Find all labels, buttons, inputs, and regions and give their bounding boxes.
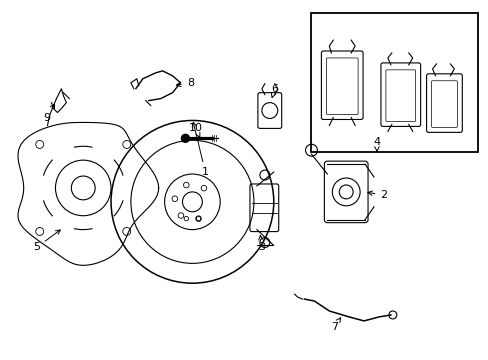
Text: 7: 7: [330, 318, 340, 332]
Text: 1: 1: [192, 122, 208, 177]
Circle shape: [181, 134, 189, 142]
Text: 9: 9: [43, 104, 55, 123]
Text: 4: 4: [373, 137, 380, 151]
Text: 5: 5: [33, 230, 60, 252]
Text: 6: 6: [271, 84, 278, 98]
Text: 10: 10: [188, 123, 202, 138]
Text: 2: 2: [367, 190, 386, 200]
Bar: [311, 13, 477, 152]
Text: 3: 3: [258, 235, 265, 252]
Text: 8: 8: [176, 78, 194, 88]
